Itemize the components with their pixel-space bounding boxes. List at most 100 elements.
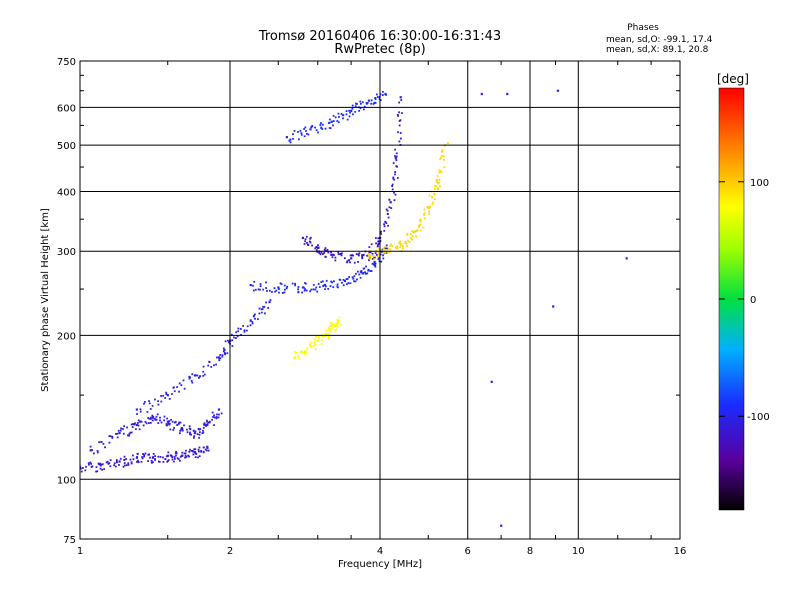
scatter-point [401,112,403,114]
scatter-point [174,421,177,423]
scatter-point [169,454,172,457]
scatter-point [87,462,90,465]
scatter-point [91,449,94,451]
scatter-point [348,259,351,262]
scatter-point [329,285,332,287]
scatter-point [215,416,218,418]
scatter-point [149,418,152,420]
data-point [384,92,387,96]
scatter-point [191,373,194,376]
scatter-point [258,312,261,315]
scatter-point [127,463,130,466]
scatter-point [320,281,323,284]
scatter-point [326,248,329,251]
scatter-point [98,463,101,466]
scatter-point [312,288,315,291]
scatter-point [167,451,170,454]
scatter-point [179,429,182,432]
scatter-point [346,118,349,121]
scatter-point [180,428,182,431]
data-point [89,449,92,452]
y-tick-label: 75 [63,535,76,546]
scatter-point [280,283,283,285]
scatter-point [259,285,262,287]
scatter-point [334,329,337,332]
data-point [556,89,560,92]
scatter-point [153,417,156,420]
scatter-point [315,249,318,252]
scatter-point [222,347,225,350]
series-8 [480,89,628,527]
scatter-point [385,208,388,211]
scatter-point [399,246,401,249]
scatter-point [329,322,332,324]
scatter-point [301,291,304,294]
data-point [389,201,392,204]
scatter-point [321,128,324,130]
scatter-point [288,139,291,142]
scatter-point [348,115,351,118]
scatter-point [233,336,235,339]
data-point [249,319,252,322]
scatter-point [359,100,362,103]
colorbar-tick-label: 100 [750,178,769,189]
scatter-point [396,247,399,250]
scatter-point [165,393,168,396]
scatter-point [188,450,191,453]
scatter-point [441,154,444,157]
scatter-point [310,345,313,348]
scatter-point [217,416,220,419]
scatter-point [198,446,201,449]
scatter-point [85,465,87,468]
scatter-point [351,113,354,116]
scatter-point [84,469,87,472]
scatter-point [310,288,313,291]
scatter-point [317,335,320,338]
scatter-point [178,390,180,393]
scatter-point [322,285,325,287]
scatter-point [395,155,398,158]
scatter-point [226,352,229,355]
scatter-point [122,428,124,430]
scatter-point [224,353,227,356]
scatter-point [384,220,387,223]
scatter-point [380,260,383,263]
scatter-point [186,431,189,434]
scatter-point [352,254,355,257]
scatter-point [361,272,364,275]
scatter-point [243,330,246,333]
scatter-point [113,464,116,467]
scatter-point [442,155,445,158]
scatter-point [325,279,328,282]
scatter-point [332,253,335,256]
scatter-point [101,463,104,466]
scatter-point [330,328,333,331]
scatter-point [235,337,237,339]
scatter-point [331,256,334,259]
data-point [80,466,82,469]
scatter-point [278,288,280,290]
scatter-point [374,98,377,101]
scatter-point [274,290,277,293]
scatter-point [254,317,256,320]
scatter-point [392,162,395,165]
scatter-point [405,242,408,245]
scatter-point [198,375,201,378]
scatter-point [143,454,146,456]
scatter-point [202,431,205,434]
scatter-point [115,459,118,461]
x-axis-label: Frequency [MHz] [338,559,422,570]
scatter-point [311,244,314,247]
scatter-point [386,213,389,215]
scatter-point [202,451,205,454]
scatter-point [90,462,92,465]
scatter-point [157,400,160,403]
colorbar-tick-label: -100 [747,412,770,423]
scatter-point [116,461,118,464]
scatter-point [123,459,126,461]
scatter-point [389,248,392,251]
scatter-point [231,339,234,342]
scatter-point [115,432,117,435]
scatter-point [353,280,355,283]
